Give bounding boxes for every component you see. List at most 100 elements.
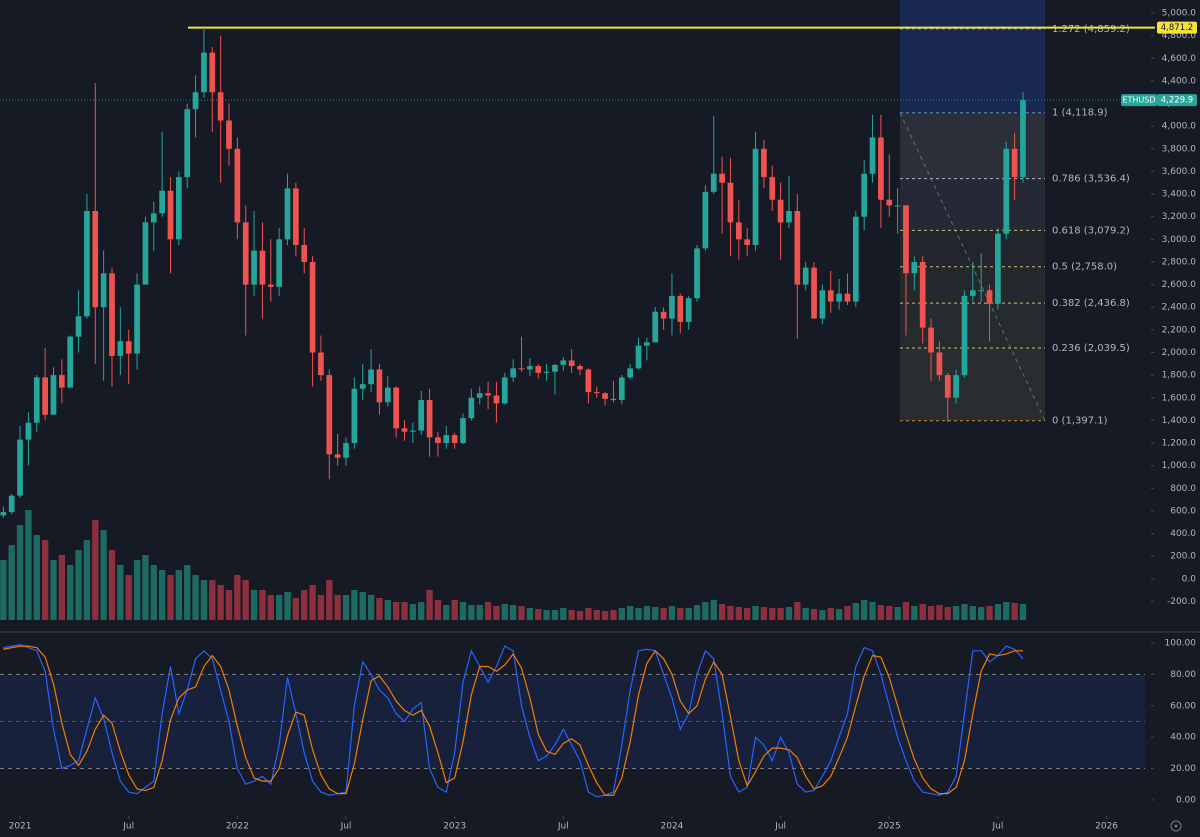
- volume-bar: [568, 610, 575, 620]
- candle-body: [543, 371, 550, 373]
- volume-bar: [643, 606, 651, 620]
- volume-bar: [819, 610, 826, 620]
- candle-body: [376, 369, 383, 403]
- candle-body: [109, 273, 115, 356]
- volume-bar: [585, 608, 592, 620]
- volume-bar: [8, 545, 15, 620]
- volume-bar: [100, 530, 107, 620]
- volume-bar: [259, 590, 266, 620]
- candle-body: [744, 239, 751, 245]
- candle-body: [936, 352, 943, 376]
- candle-body: [125, 341, 132, 354]
- volume-bar: [158, 570, 166, 620]
- volume-bar: [802, 608, 809, 620]
- candle-body: [501, 377, 508, 404]
- volume-bar: [301, 590, 308, 620]
- volume-bar: [936, 605, 943, 620]
- fib-level-label: 0.618 (3,079.2): [1052, 225, 1130, 236]
- volume-bar: [660, 608, 667, 620]
- volume-bar: [743, 608, 751, 620]
- volume-bar: [560, 608, 567, 620]
- volume-bar: [426, 590, 433, 620]
- volume-bar: [92, 520, 99, 620]
- stoch-line: [3, 643, 1024, 798]
- volume-bar: [618, 608, 625, 620]
- y-tick-label: 1,200.0: [1162, 439, 1197, 449]
- volume-bar: [108, 550, 116, 620]
- volume-bar: [459, 602, 467, 620]
- candle-body: [510, 368, 517, 378]
- volume-bar: [50, 560, 57, 620]
- settings-icon[interactable]: [1170, 820, 1182, 832]
- candle-body: [209, 52, 216, 93]
- candle-body: [59, 375, 65, 388]
- candle-body: [836, 293, 842, 302]
- volume-bar: [309, 585, 316, 620]
- candle-body: [535, 366, 542, 373]
- candle-body: [978, 290, 985, 292]
- candle-body: [451, 435, 458, 444]
- stoch-y-tick-label: 100.00: [1165, 638, 1197, 648]
- candle-body: [267, 284, 274, 287]
- candle-body: [284, 188, 291, 240]
- volume-bar: [810, 609, 818, 620]
- volume-bar: [359, 592, 366, 620]
- y-tick-label: 200.0: [1170, 552, 1196, 562]
- x-tick-label: Jul: [557, 822, 569, 832]
- candle-body: [234, 148, 241, 223]
- y-tick-label: 5,000.0: [1162, 9, 1197, 19]
- volume-bar: [501, 604, 508, 620]
- y-tick-label: -200.0: [1167, 597, 1196, 607]
- candle-body: [309, 261, 316, 353]
- volume-bar: [902, 602, 910, 620]
- volume-bar: [58, 555, 66, 620]
- candle-body: [468, 397, 475, 419]
- volume-bar: [894, 607, 901, 620]
- volume-bar: [952, 606, 960, 620]
- y-tick-label: 800.0: [1170, 484, 1196, 494]
- candle-body: [343, 443, 349, 458]
- volume-bar: [33, 535, 40, 620]
- candle-body: [426, 400, 433, 438]
- volume-bar: [167, 575, 174, 620]
- volume-bar: [635, 608, 642, 620]
- volume-bar: [434, 600, 442, 620]
- volume-bar: [75, 550, 82, 620]
- volume-bar: [16, 525, 24, 620]
- volume-bar: [961, 604, 968, 620]
- fib-zone: [900, 348, 1045, 421]
- volume-bar: [175, 570, 183, 620]
- y-tick-label: 3,000.0: [1162, 235, 1197, 245]
- volume-bar: [844, 606, 851, 620]
- candle-layer: [0, 27, 1026, 518]
- candle-body: [460, 418, 466, 444]
- candle-body: [75, 316, 82, 337]
- candle-body: [134, 284, 140, 354]
- candle-body: [518, 368, 525, 370]
- axis-layer: 5,000.04,800.04,600.04,400.04,200.04,000…: [9, 9, 1197, 832]
- candle-body: [1020, 100, 1026, 178]
- candle-body: [393, 387, 399, 429]
- fib-level-label: 0.786 (3,536.4): [1052, 174, 1130, 185]
- volume-bar: [668, 606, 676, 620]
- volume-bar: [250, 590, 258, 620]
- volume-bar: [1011, 603, 1018, 620]
- candle-body: [610, 398, 617, 401]
- last-price-tag: [1157, 94, 1197, 107]
- candle-body: [359, 384, 366, 389]
- volume-bar: [877, 605, 885, 620]
- y-tick-label: 3,600.0: [1162, 167, 1197, 177]
- y-tick-label: 2,800.0: [1162, 257, 1197, 267]
- y-tick-label: 2,000.0: [1162, 348, 1197, 358]
- candle-body: [769, 177, 776, 200]
- stoch-y-tick-label: 20.00: [1170, 764, 1196, 774]
- volume-bar: [284, 592, 291, 620]
- candle-body: [42, 377, 48, 415]
- candle-body: [969, 290, 976, 296]
- candle-body: [811, 267, 817, 319]
- candle-body: [443, 435, 450, 444]
- volume-bar: [192, 575, 199, 620]
- candle-body: [702, 191, 709, 249]
